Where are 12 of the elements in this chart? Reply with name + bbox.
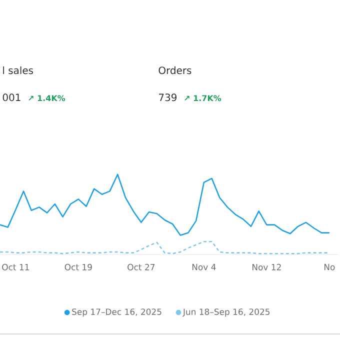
x-tick-label: Nov 4	[192, 264, 216, 270]
x-tick-label: Oct 11	[2, 264, 29, 270]
x-tick-label: Oct 19	[64, 264, 92, 270]
legend-label: Jun 18–Sep 16, 2025	[182, 308, 270, 317]
x-tick-label: No	[324, 264, 335, 270]
text: l sales	[3, 66, 34, 74]
x-tick-label: Nov 12	[252, 264, 281, 270]
x-tick-label: Oct 27	[128, 264, 155, 270]
text: 001	[2, 94, 20, 102]
text: Orders	[158, 66, 192, 74]
legend-label: Sep 17–Dec 16, 2025	[72, 308, 162, 317]
text: 739	[159, 94, 177, 102]
